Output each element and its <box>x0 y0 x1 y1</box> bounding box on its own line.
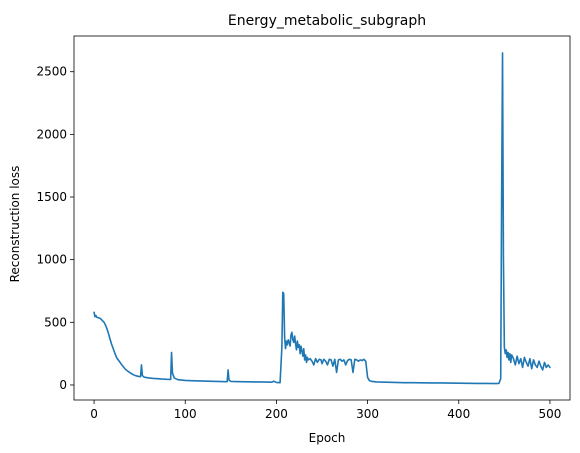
y-tick-label: 2500 <box>36 65 67 79</box>
x-tick-label: 0 <box>90 407 98 421</box>
chart-title: Energy_metabolic_subgraph <box>228 13 426 29</box>
y-tick-label: 2000 <box>36 127 67 141</box>
x-tick-label: 300 <box>356 407 379 421</box>
y-tick-label: 1500 <box>36 190 67 204</box>
y-axis-label: Reconstruction loss <box>8 166 22 283</box>
x-tick-label: 500 <box>538 407 561 421</box>
x-tick-label: 100 <box>174 407 197 421</box>
x-tick-label: 400 <box>447 407 470 421</box>
series-line <box>93 52 551 385</box>
y-tick-label: 500 <box>44 315 67 329</box>
x-tick-label: 200 <box>265 407 288 421</box>
x-axis-ticks: 0 100 200 300 400 500 <box>90 400 561 421</box>
axes-frame <box>73 35 571 401</box>
y-tick-label: 1000 <box>36 253 67 267</box>
x-axis-label: Epoch <box>309 431 346 445</box>
y-axis-ticks: 0 500 1000 1500 2000 2500 <box>36 65 74 392</box>
y-tick-label: 0 <box>59 378 67 392</box>
plot-area <box>93 52 551 385</box>
